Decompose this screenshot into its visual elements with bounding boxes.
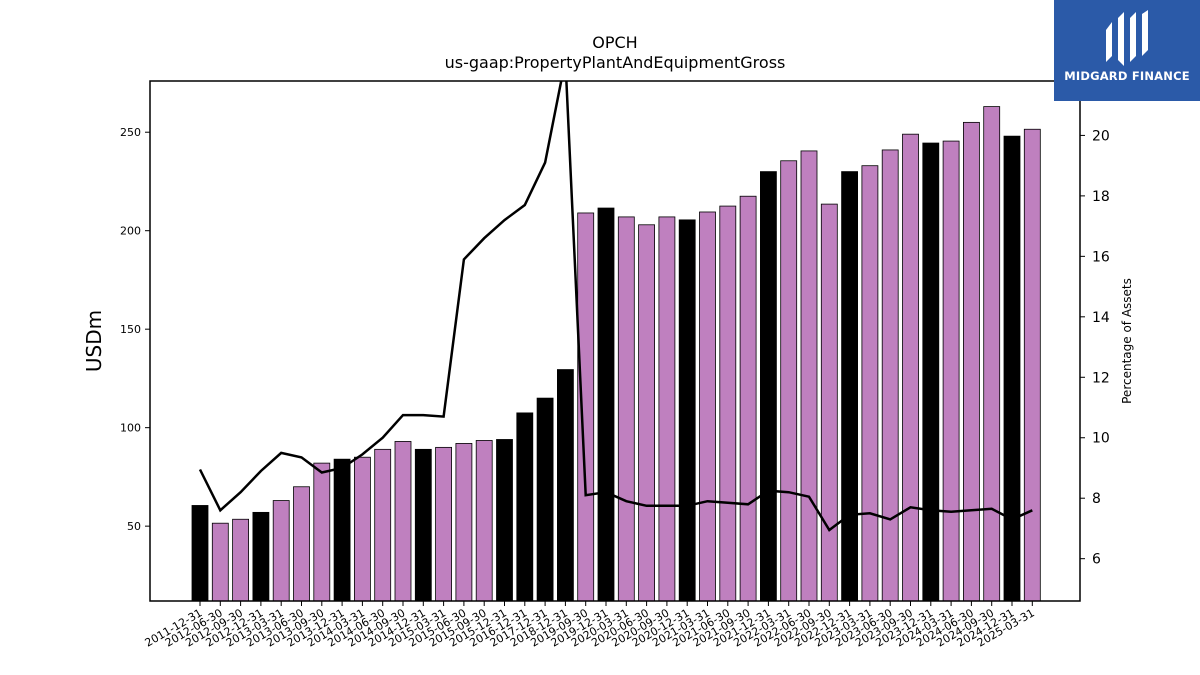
bar-2013-03-31 [272, 500, 290, 602]
midgard-finance-logo: MIDGARD FINANCE [1054, 0, 1200, 101]
bar-2022-09-30 [820, 203, 838, 602]
bar-2019-09-30 [577, 212, 595, 602]
bar-2023-12-31 [922, 142, 940, 602]
bar-2024-03-31 [942, 140, 960, 602]
bar-2016-12-31 [516, 412, 534, 602]
bar-2021-09-30 [739, 195, 757, 602]
y-tick-label: 50 [127, 520, 141, 533]
bar-2013-06-30 [293, 486, 310, 602]
chart-subtitle: us-gaap:PropertyPlantAndEquipmentGross [445, 53, 786, 72]
bar-2019-12-31 [597, 207, 615, 602]
y2-tick-label: 20 [1092, 128, 1110, 144]
bar-2011-12-31 [191, 505, 209, 602]
bar-2012-06-30 [211, 522, 229, 602]
bar-2022-03-31 [780, 160, 798, 602]
bar-2015-06-30 [455, 443, 473, 602]
bar-2014-06-30 [374, 448, 392, 602]
bar-2014-09-30 [394, 441, 412, 602]
y2-tick-label: 18 [1092, 189, 1110, 205]
y2-tick-label: 12 [1092, 370, 1110, 386]
percentage-of-assets-line [198, 81, 1033, 532]
y-tick-label: 150 [120, 323, 141, 336]
bar-2024-12-31 [1003, 135, 1021, 602]
y2-tick-label: 16 [1092, 249, 1110, 265]
bar-2022-06-30 [800, 150, 818, 602]
bar-2024-09-30 [983, 106, 1001, 602]
plot-frame [149, 80, 1081, 602]
y-tick-label: 200 [120, 225, 141, 238]
chart-title: OPCH [592, 33, 637, 52]
logo-text: MIDGARD FINANCE [1064, 69, 1190, 83]
bar-2023-09-30 [902, 133, 919, 602]
bar-2021-03-31 [699, 211, 716, 602]
bar-2017-12-31 [536, 397, 554, 602]
y-axis-label: USDm [82, 310, 106, 372]
y2-tick-label: 14 [1092, 310, 1110, 326]
bar-2022-12-31 [841, 171, 858, 602]
bar-2015-09-30 [475, 440, 493, 602]
y-tick-label: 250 [120, 126, 141, 139]
bar-2014-12-31 [414, 448, 432, 602]
bar-2018-12-31 [557, 369, 574, 602]
bar-2020-03-31 [617, 216, 635, 602]
bar-2013-12-31 [333, 458, 351, 602]
bar-2015-12-31 [496, 439, 513, 602]
y2-tick-label: 8 [1092, 491, 1101, 507]
bar-2015-03-31 [435, 446, 453, 602]
bar-2012-09-30 [232, 518, 250, 602]
y2-tick-label: 10 [1092, 431, 1110, 447]
bar-2012-12-31 [252, 511, 270, 602]
bar-2013-09-30 [313, 462, 331, 602]
midgard-logo-icon [1106, 10, 1148, 66]
y2-tick-label: 6 [1092, 552, 1101, 568]
y-tick-label: 100 [120, 422, 141, 435]
y2-axis-label: Percentage of Assets [1120, 278, 1134, 404]
bar-2020-09-30 [658, 216, 676, 602]
bar-2020-12-31 [678, 219, 696, 602]
bar-2021-06-30 [719, 205, 737, 602]
bar-2025-03-31 [1023, 128, 1041, 602]
bar-2020-06-30 [638, 224, 655, 602]
bar-2024-06-30 [963, 121, 980, 602]
bar-2023-03-31 [861, 165, 879, 602]
bar-2014-03-31 [353, 456, 371, 602]
bar-2021-12-31 [760, 171, 777, 602]
bar-2023-06-30 [881, 149, 899, 602]
